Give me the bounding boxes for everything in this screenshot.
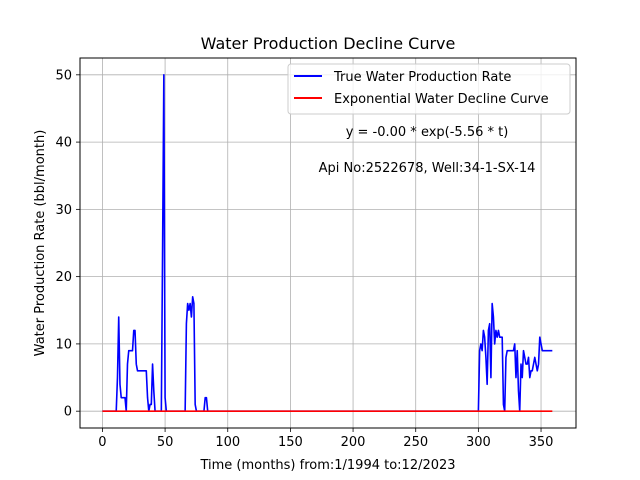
x-grid (102, 58, 542, 428)
y-tick-label: 50 (55, 68, 72, 83)
x-tick-label: 150 (278, 435, 303, 450)
legend-label-decline-curve: Exponential Water Decline Curve (334, 92, 549, 107)
x-tick-label: 100 (215, 435, 240, 450)
x-tick-label: 350 (529, 435, 554, 450)
x-tick-label: 300 (466, 435, 491, 450)
y-tick-label: 0 (64, 405, 72, 420)
well-annotation: Api No:2522678, Well:34-1-SX-14 (319, 161, 536, 176)
x-axis: 0 50 100 150 200 250 300 350 (98, 428, 553, 450)
annotations: y = -0.00 * exp(-5.56 * t) Api No:252267… (319, 125, 536, 176)
x-tick-label: 50 (157, 435, 174, 450)
equation-annotation: y = -0.00 * exp(-5.56 * t) (346, 125, 509, 140)
legend-box (287, 63, 571, 115)
y-tick-label: 20 (55, 270, 72, 285)
plot-frame (79, 57, 577, 429)
x-tick-label: 0 (98, 435, 106, 450)
chart-title: Water Production Decline Curve (201, 34, 456, 53)
x-tick-label: 250 (403, 435, 428, 450)
y-axis: 0 10 20 30 40 50 (55, 68, 80, 420)
x-tick-label: 200 (341, 435, 366, 450)
legend-label-true-rate: True Water Production Rate (333, 70, 511, 85)
series-layer (102, 74, 553, 412)
y-tick-label: 10 (55, 337, 72, 352)
x-axis-title: Time (months) from:1/1994 to:12/2023 (199, 458, 455, 473)
y-tick-label: 30 (55, 203, 72, 218)
y-axis-title: Water Production Rate (bbl/month) (33, 130, 48, 357)
y-tick-label: 40 (55, 136, 72, 151)
legend: True Water Production Rate Exponential W… (287, 63, 571, 115)
